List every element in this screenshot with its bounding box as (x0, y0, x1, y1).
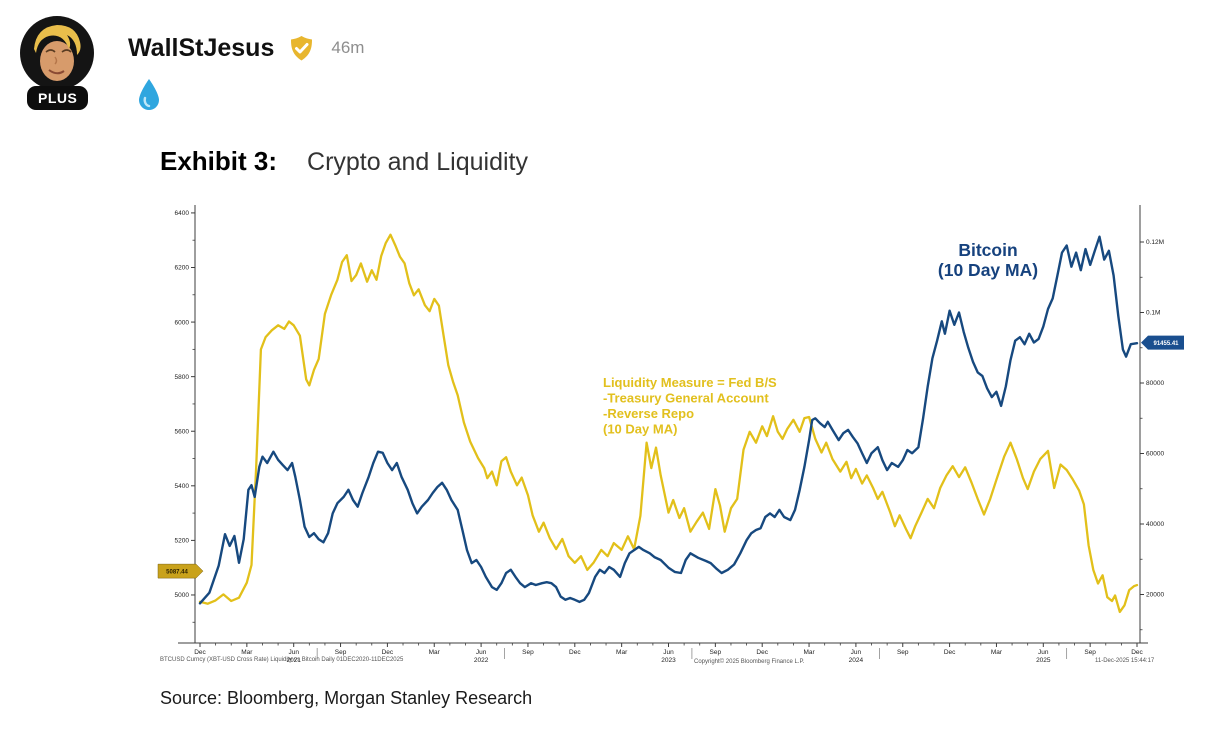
timestamp[interactable]: 46m (331, 38, 365, 57)
svg-text:Dec: Dec (569, 649, 581, 656)
avatar[interactable]: PLUS (19, 15, 95, 117)
svg-text:6000: 6000 (175, 319, 190, 326)
chart-footnote: BTCUSD Curncy (XBT-USD Cross Rate) Liqui… (160, 657, 404, 663)
svg-text:5600: 5600 (175, 428, 190, 435)
chart-axes: 6400 6200 6000 5800 5600 5400 5200 5000 0.12M 0.1… (175, 205, 1164, 664)
username[interactable]: WallStJesus (128, 33, 275, 62)
chart-copyright: Copyright© 2025 Bloomberg Finance L.P. (694, 659, 805, 665)
avatar-image (20, 16, 94, 90)
svg-text:0.12M: 0.12M (1146, 239, 1164, 246)
svg-text:2025: 2025 (1036, 657, 1051, 664)
svg-text:Dec: Dec (194, 649, 206, 656)
svg-text:Mar: Mar (241, 649, 253, 656)
svg-text:2023: 2023 (661, 657, 676, 664)
last-value-tag-bitcoin: 91455.41 (1141, 335, 1184, 350)
svg-text:Sep: Sep (1084, 649, 1096, 656)
verified-badge-icon (291, 35, 313, 60)
svg-text:Mar: Mar (616, 649, 628, 656)
svg-text:Dec: Dec (756, 649, 768, 656)
water-droplet-icon (139, 79, 159, 110)
svg-text:Jun: Jun (288, 649, 299, 656)
last-value-tag-liquidity: 5087.44 (157, 563, 204, 579)
source-caption: Source: Bloomberg, Morgan Stanley Resear… (160, 688, 533, 708)
chart-datestamp: 11-Dec-2025 15:44:17 (1095, 658, 1155, 664)
svg-text:Sep: Sep (522, 649, 534, 656)
svg-text:Jun: Jun (851, 649, 862, 656)
svg-text:Dec: Dec (944, 649, 956, 656)
svg-text:5400: 5400 (175, 483, 190, 490)
svg-text:Mar: Mar (803, 649, 815, 656)
svg-text:91455.41: 91455.41 (1153, 341, 1179, 347)
svg-text:Mar: Mar (429, 649, 441, 656)
svg-text:Dec: Dec (1131, 649, 1143, 656)
svg-text:2024: 2024 (849, 657, 864, 664)
svg-text:Jun: Jun (663, 649, 674, 656)
svg-text:5000: 5000 (175, 592, 190, 599)
svg-text:Jun: Jun (1038, 649, 1049, 656)
svg-text:Jun: Jun (476, 649, 487, 656)
chart-title: Exhibit 3: Crypto and Liquidity (160, 146, 528, 177)
liquidity-line-label: Liquidity Measure = Fed B/S -Treasury Gen… (603, 375, 777, 437)
svg-text:0.1M: 0.1M (1146, 310, 1160, 317)
svg-text:Mar: Mar (991, 649, 1003, 656)
svg-text:5200: 5200 (175, 538, 190, 545)
svg-text:2022: 2022 (474, 657, 489, 664)
plus-badge: PLUS (27, 86, 89, 110)
svg-text:Sep: Sep (897, 649, 909, 656)
svg-text:5800: 5800 (175, 374, 190, 381)
svg-text:Dec: Dec (382, 649, 394, 656)
svg-text:40000: 40000 (1146, 521, 1164, 528)
exhibit-label: Exhibit 3: (160, 146, 278, 176)
svg-text:5087.44: 5087.44 (166, 569, 188, 575)
chart-title-text: Crypto and Liquidity (307, 148, 528, 176)
bitcoin-line-label: Bitcoin (10 Day MA) (938, 240, 1038, 280)
svg-text:60000: 60000 (1146, 451, 1164, 458)
svg-text:6400: 6400 (175, 210, 190, 217)
series-line-liquidity (198, 233, 1139, 614)
svg-text:Sep: Sep (710, 649, 722, 656)
svg-text:80000: 80000 (1146, 380, 1164, 387)
svg-text:2021: 2021 (286, 657, 301, 664)
svg-text:20000: 20000 (1146, 592, 1164, 599)
svg-text:6200: 6200 (175, 265, 190, 272)
svg-text:Sep: Sep (335, 649, 347, 656)
series-line-bitcoin (198, 235, 1139, 605)
